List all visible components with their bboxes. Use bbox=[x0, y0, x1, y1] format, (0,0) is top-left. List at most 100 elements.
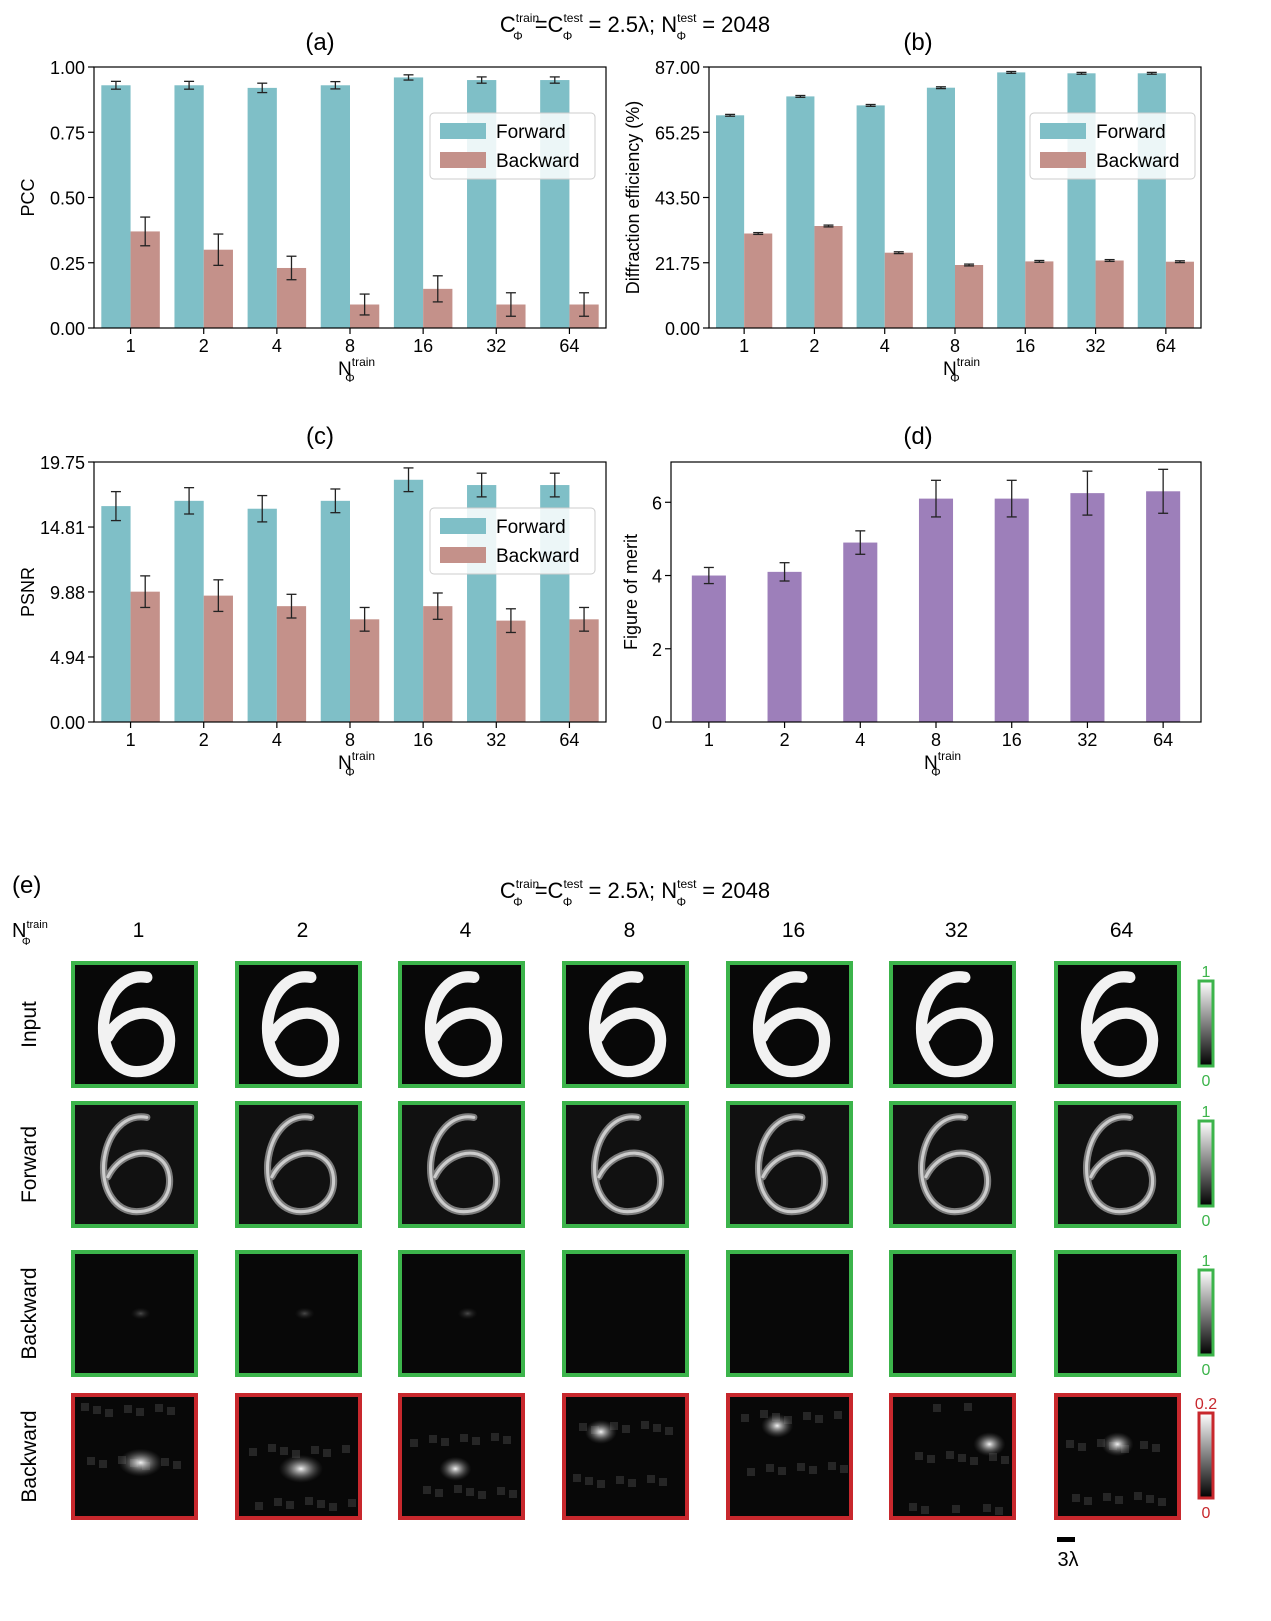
noise bbox=[747, 1468, 755, 1476]
bright-blob bbox=[278, 1454, 323, 1483]
noise bbox=[472, 1437, 480, 1445]
noise bbox=[429, 1435, 437, 1443]
noise bbox=[124, 1405, 132, 1413]
y-tick-label: 4 bbox=[652, 567, 662, 587]
bright-blob bbox=[761, 1413, 794, 1438]
backward-scaled-row-image bbox=[398, 1393, 525, 1520]
image-background bbox=[891, 1103, 1014, 1226]
row-header: Ntrain Φ bbox=[12, 919, 48, 948]
bar bbox=[744, 233, 773, 328]
noise bbox=[585, 1477, 593, 1485]
bar bbox=[174, 85, 204, 329]
noise bbox=[1158, 1498, 1166, 1506]
bar bbox=[247, 87, 277, 328]
noise bbox=[1134, 1492, 1142, 1500]
x-tick-label: 8 bbox=[345, 730, 355, 750]
colorbar bbox=[1197, 1411, 1215, 1500]
legend-backward-label: Backward bbox=[1096, 151, 1179, 172]
noise bbox=[989, 1453, 997, 1461]
bar bbox=[203, 595, 233, 722]
noise bbox=[665, 1427, 673, 1435]
noise bbox=[803, 1412, 811, 1420]
image-background bbox=[400, 1103, 523, 1226]
forward-row-image bbox=[1054, 1101, 1181, 1228]
noise bbox=[958, 1454, 966, 1462]
digit-six bbox=[589, 971, 667, 1078]
faint-blob bbox=[130, 1307, 151, 1320]
y-axis-label: PCC bbox=[18, 178, 38, 216]
image-frame bbox=[889, 1393, 1016, 1520]
bar bbox=[247, 508, 277, 722]
bright-blob bbox=[584, 1419, 617, 1444]
x-tick-label: 32 bbox=[1086, 336, 1106, 356]
figure-title: Ctrain Φ =Ctest Φ = 2.5λ; Ntest Φ = 2048 bbox=[500, 11, 770, 43]
noise bbox=[828, 1462, 836, 1470]
x-tick-label: 32 bbox=[1077, 730, 1097, 750]
noise bbox=[597, 1480, 605, 1488]
noise bbox=[478, 1491, 486, 1499]
row-label: Backward bbox=[18, 1267, 41, 1359]
scale-bar-label: 3λ bbox=[1057, 1549, 1078, 1571]
image-frame bbox=[889, 1250, 1016, 1377]
noise bbox=[466, 1488, 474, 1496]
noise bbox=[1097, 1439, 1105, 1447]
backward-scaled-row-image bbox=[562, 1393, 689, 1520]
bar bbox=[843, 542, 878, 722]
noise bbox=[1072, 1494, 1080, 1502]
x-tick-label: 64 bbox=[559, 336, 579, 356]
noise bbox=[579, 1423, 587, 1431]
noise bbox=[161, 1458, 169, 1466]
x-tick-label: 4 bbox=[880, 336, 890, 356]
y-tick-label: 43.50 bbox=[655, 189, 700, 209]
x-tick-label: 4 bbox=[855, 730, 865, 750]
input-row-image bbox=[562, 961, 689, 1088]
colorbar bbox=[1197, 1268, 1215, 1357]
noise bbox=[280, 1447, 288, 1455]
noise bbox=[173, 1461, 181, 1469]
noise bbox=[815, 1415, 823, 1423]
bar bbox=[1067, 73, 1096, 328]
noise bbox=[760, 1410, 768, 1418]
legend-backward-label: Backward bbox=[496, 151, 579, 172]
noise bbox=[329, 1503, 337, 1511]
noise bbox=[255, 1502, 263, 1510]
digit-six bbox=[262, 971, 340, 1078]
image-background bbox=[728, 1395, 851, 1518]
noise bbox=[834, 1411, 842, 1419]
image-frame bbox=[562, 1101, 689, 1228]
input-row-image bbox=[398, 961, 525, 1088]
image-frame bbox=[562, 1250, 689, 1377]
digit-six-highlight bbox=[1085, 1115, 1154, 1214]
column-header: 32 bbox=[945, 919, 968, 942]
y-tick-label: 14.81 bbox=[40, 518, 85, 538]
y-tick-label: 0.25 bbox=[50, 254, 85, 274]
backward-scaled-row-image bbox=[235, 1393, 362, 1520]
bar bbox=[1095, 260, 1124, 328]
noise bbox=[909, 1503, 917, 1511]
legend-swatch-forward bbox=[440, 123, 486, 139]
digit-six bbox=[98, 971, 176, 1078]
colorbar-max-label: 1 bbox=[1202, 1253, 1211, 1270]
image-frame bbox=[562, 1393, 689, 1520]
bar bbox=[1137, 73, 1166, 328]
backward-row-image bbox=[398, 1250, 525, 1377]
bar bbox=[496, 620, 526, 722]
image-background bbox=[564, 1252, 687, 1375]
forward-row-image bbox=[71, 1101, 198, 1228]
x-tick-label: 16 bbox=[1002, 730, 1022, 750]
noise bbox=[509, 1490, 517, 1498]
image-frame bbox=[562, 961, 689, 1088]
bar bbox=[101, 85, 131, 329]
noise bbox=[105, 1409, 113, 1417]
noise bbox=[995, 1507, 1003, 1515]
legend-forward-label: Forward bbox=[496, 122, 566, 143]
bar bbox=[786, 96, 815, 329]
noise bbox=[81, 1403, 89, 1411]
y-tick-label: 19.75 bbox=[40, 453, 85, 473]
x-tick-label: 1 bbox=[126, 730, 136, 750]
x-tick-label: 2 bbox=[199, 336, 209, 356]
image-frame bbox=[726, 961, 853, 1088]
x-tick-label: 8 bbox=[950, 336, 960, 356]
noise bbox=[503, 1436, 511, 1444]
